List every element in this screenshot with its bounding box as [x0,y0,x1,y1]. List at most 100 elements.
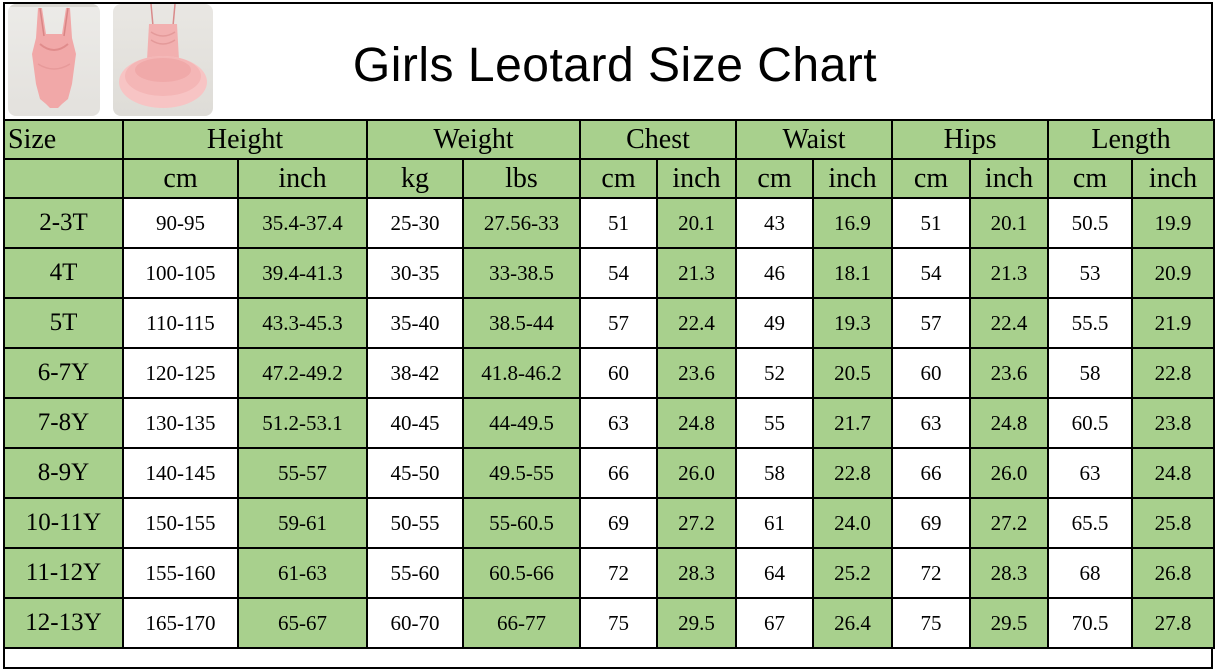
value-cell: 58 [735,447,815,499]
value-cell: 55-60.5 [461,497,582,549]
value-cell: 120-125 [122,347,239,399]
value-cell: 66-77 [461,597,582,649]
value-cell: 140-145 [122,447,239,499]
table-row: 11-12Y 155-160 61-63 55-60 60.5-66 72 28.3 64 25… [3,547,1216,599]
value-cell: 69 [891,497,972,549]
value-cell: 19.9 [1131,197,1216,249]
size-chart-frame: Girls Leotard Size Chart Size Height Wei… [3,2,1216,669]
value-cell: 30-35 [366,247,464,299]
value-cell: 27.2 [969,497,1050,549]
value-cell: 51.2-53.1 [237,397,368,449]
unit-header: cm [122,158,239,199]
value-cell: 68 [1047,547,1134,599]
pink-tutu-image [119,4,207,108]
value-cell: 57 [891,297,972,349]
value-cell: 55.5 [1047,297,1134,349]
value-cell: 40-45 [366,397,464,449]
size-table: Size Height Weight Chest Waist Hips Leng… [3,119,1216,649]
value-cell: 72 [891,547,972,599]
table-row: 5T 110-115 43.3-45.3 35-40 38.5-44 57 22.4 49 19… [3,297,1216,349]
value-cell: 38-42 [366,347,464,399]
value-cell: 25-30 [366,197,464,249]
value-cell: 150-155 [122,497,239,549]
value-cell: 90-95 [122,197,239,249]
value-cell: 54 [891,247,972,299]
unit-header: inch [656,158,738,199]
unit-header: cm [735,158,815,199]
unit-header: inch [812,158,894,199]
value-cell: 55-57 [237,447,368,499]
pink-leotard-photo [8,4,100,116]
value-cell: 51 [891,197,972,249]
value-cell: 19.3 [812,297,894,349]
value-cell: 45-50 [366,447,464,499]
value-cell: 63 [891,397,972,449]
value-cell: 27.56-33 [461,197,582,249]
value-cell: 46 [735,247,815,299]
value-cell: 21.3 [969,247,1050,299]
value-cell: 60.5-66 [461,547,582,599]
value-cell: 21.3 [656,247,738,299]
table-row: 6-7Y 120-125 47.2-49.2 38-42 41.8-46.2 60 23.6… [3,347,1216,399]
table-row: 12-13Y 165-170 65-67 60-70 66-77 75 29.5 67 26.4… [3,597,1216,649]
header-row-groups: Size Height Weight Chest Waist Hips Leng… [3,119,1216,160]
table-row: 10-11Y 150-155 59-61 50-55 55-60.5 69 27.2 61 24… [3,497,1216,549]
value-cell: 55-60 [366,547,464,599]
value-cell: 47.2-49.2 [237,347,368,399]
value-cell: 25.2 [812,547,894,599]
size-cell: 11-12Y [3,547,124,599]
value-cell: 35-40 [366,297,464,349]
value-cell: 100-105 [122,247,239,299]
value-cell: 63 [579,397,659,449]
unit-header: lbs [461,158,582,199]
unit-header: cm [579,158,659,199]
chart-header: Girls Leotard Size Chart [5,4,1211,121]
value-cell: 21.9 [1131,297,1216,349]
value-cell: 25.8 [1131,497,1216,549]
value-cell: 26.0 [969,447,1050,499]
size-cell: 12-13Y [3,597,124,649]
value-cell: 67 [735,597,815,649]
size-cell: 10-11Y [3,497,124,549]
size-cell: 8-9Y [3,447,124,499]
value-cell: 21.7 [812,397,894,449]
value-cell: 69 [579,497,659,549]
value-cell: 66 [891,447,972,499]
value-cell: 65-67 [237,597,368,649]
value-cell: 29.5 [656,597,738,649]
value-cell: 51 [579,197,659,249]
value-cell: 24.8 [656,397,738,449]
value-cell: 43 [735,197,815,249]
height-header: Height [122,119,368,160]
unit-header: inch [237,158,368,199]
value-cell: 28.3 [656,547,738,599]
value-cell: 16.9 [812,197,894,249]
value-cell: 27.8 [1131,597,1216,649]
value-cell: 18.1 [812,247,894,299]
size-cell: 2-3T [3,197,124,249]
value-cell: 43.3-45.3 [237,297,368,349]
header-row-units: cm inch kg lbs cm inch cm inch cm inch c… [3,158,1216,199]
value-cell: 60 [891,347,972,399]
value-cell: 20.5 [812,347,894,399]
value-cell: 63 [1047,447,1134,499]
unit-header: cm [891,158,972,199]
value-cell: 75 [579,597,659,649]
table-row: 2-3T 90-95 35.4-37.4 25-30 27.56-33 51 20.1 43 1… [3,197,1216,249]
value-cell: 72 [579,547,659,599]
length-header: Length [1047,119,1216,160]
size-cell: 6-7Y [3,347,124,399]
value-cell: 33-38.5 [461,247,582,299]
pink-tutu-dress-photo [113,4,213,116]
value-cell: 28.3 [969,547,1050,599]
value-cell: 41.8-46.2 [461,347,582,399]
value-cell: 54 [579,247,659,299]
value-cell: 60.5 [1047,397,1134,449]
value-cell: 44-49.5 [461,397,582,449]
value-cell: 50-55 [366,497,464,549]
hips-header: Hips [891,119,1050,160]
value-cell: 52 [735,347,815,399]
weight-header: Weight [365,119,582,160]
value-cell: 23.6 [656,347,738,399]
value-cell: 26.0 [656,447,738,499]
